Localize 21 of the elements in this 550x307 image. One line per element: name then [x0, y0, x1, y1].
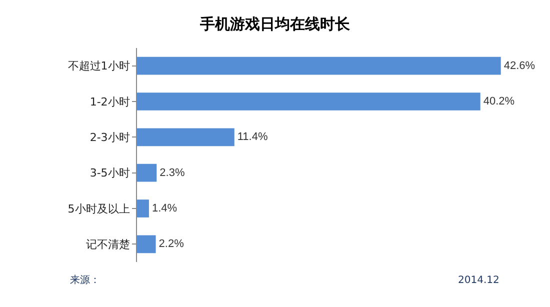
y-tick-label: 2-3小时: [90, 131, 130, 144]
data-label: 2.3%: [160, 166, 185, 179]
y-tick-label: 5小时及以上: [68, 202, 130, 216]
y-tick-label: 3-5小时: [90, 166, 130, 180]
chart-title: 手机游戏日均在线时长: [199, 14, 351, 33]
bar: [137, 128, 234, 146]
y-tick-label: 1-2小时: [90, 95, 130, 108]
bar: [137, 200, 149, 218]
y-tick-label: 记不清楚: [86, 238, 130, 252]
bar: [137, 92, 480, 110]
data-label: 11.4%: [237, 131, 268, 144]
text: 2014.12: [458, 275, 500, 286]
y-tick-label: 不超过1小时: [68, 60, 130, 73]
source-note: 来源：: [70, 274, 100, 286]
data-label: 40.2%: [483, 96, 515, 108]
bar: [137, 235, 156, 254]
data-label: 2.2%: [158, 238, 184, 250]
bar: [137, 56, 501, 75]
data-label: 1.4%: [152, 202, 178, 214]
data-label: 42.6%: [504, 60, 536, 72]
bar: [137, 164, 157, 182]
